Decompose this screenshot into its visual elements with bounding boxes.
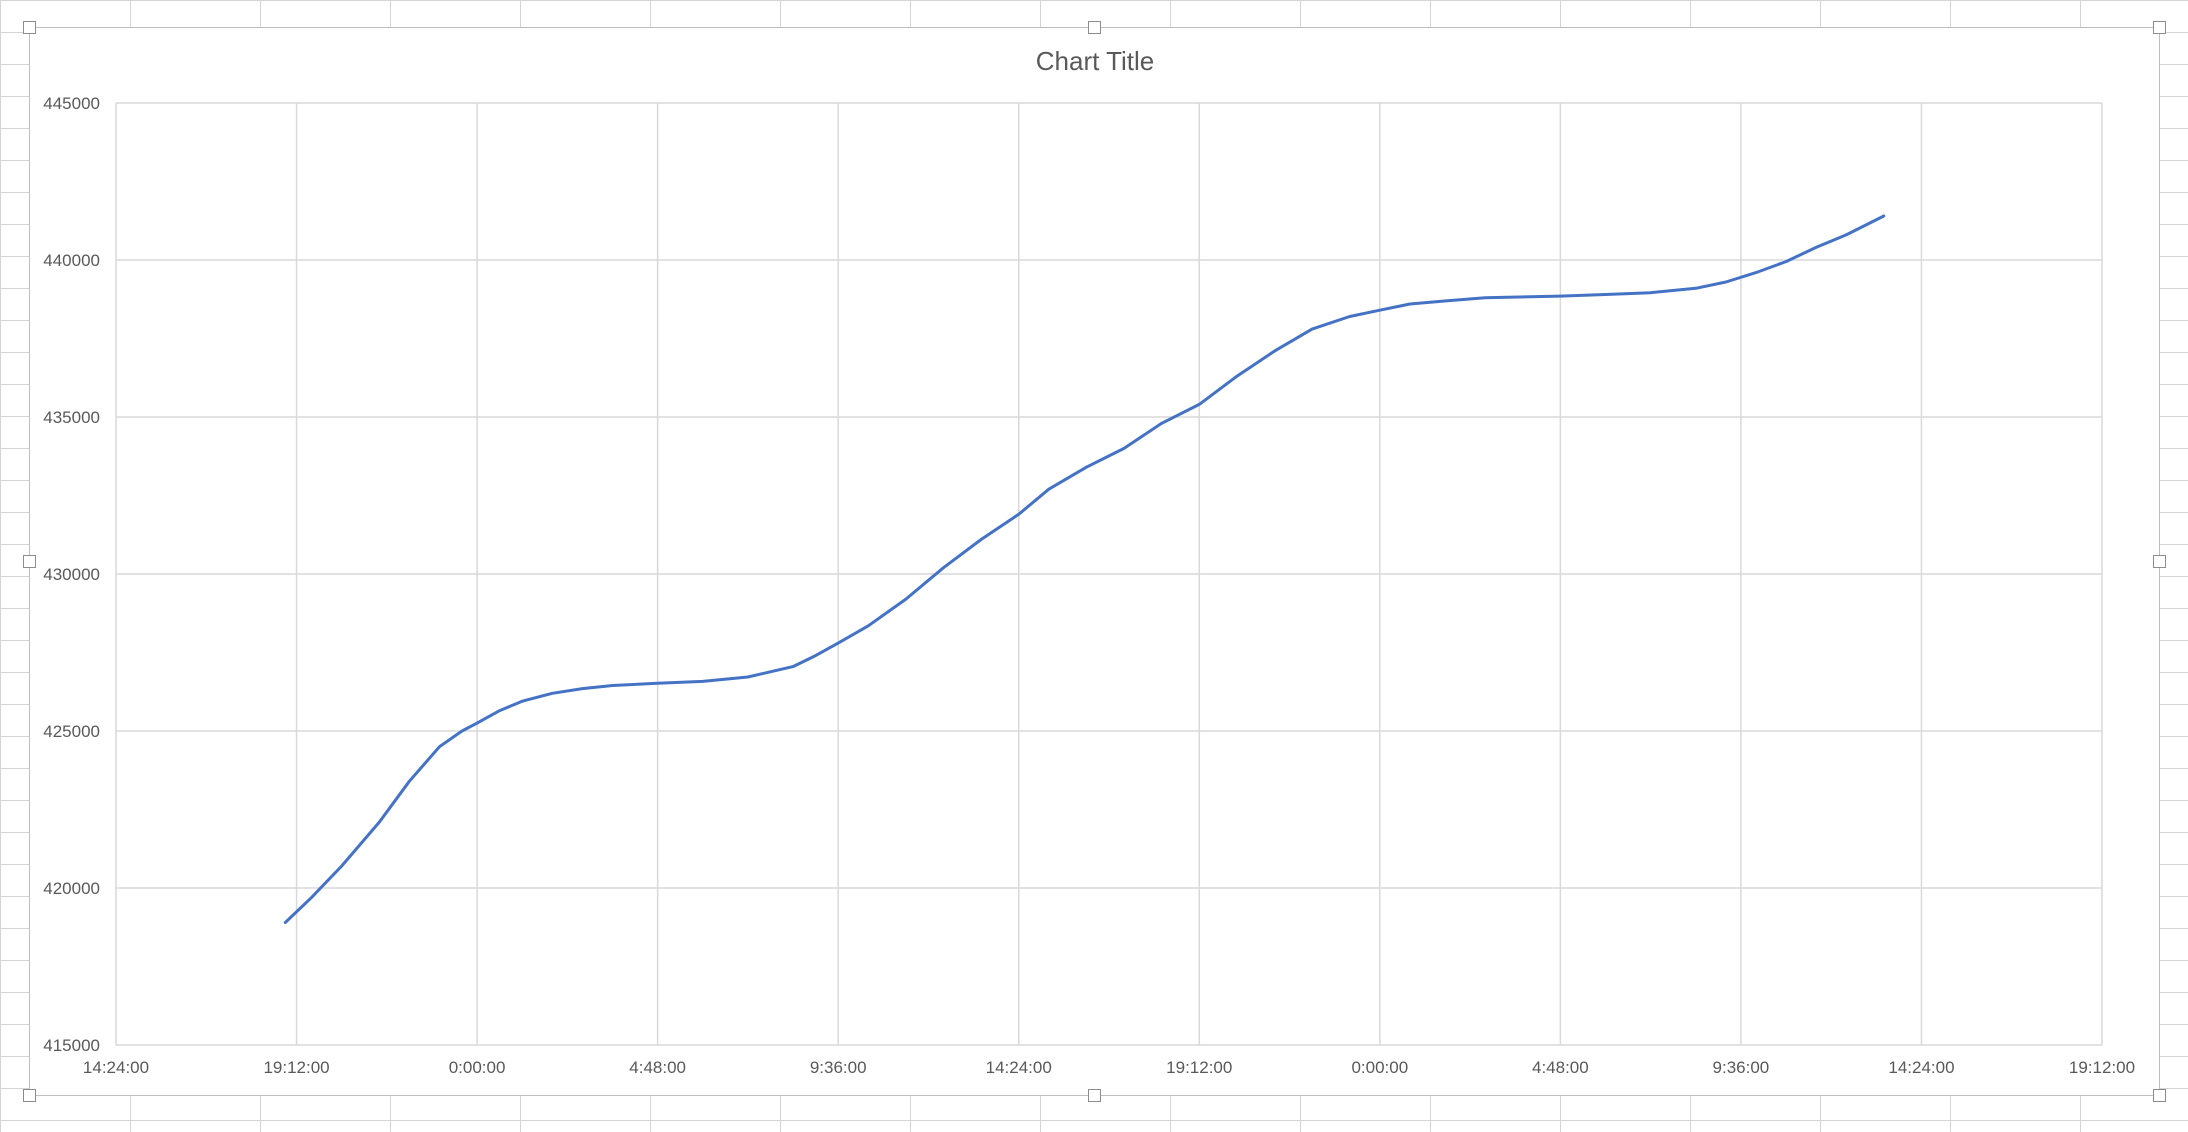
y-tick-label: 440000 [43,251,100,270]
x-tick-label: 4:48:00 [1532,1058,1589,1077]
resize-handle-top-right[interactable] [2153,21,2166,34]
resize-handle-middle-left[interactable] [23,555,36,568]
x-axis-labels: 14:24:00 19:12:00 0:00:00 4:48:00 9:36:00 14:… [83,1058,2135,1077]
x-tick-label: 19:12:00 [263,1058,329,1077]
resize-handle-top-center[interactable] [1088,21,1101,34]
x-tick-label: 19:12:00 [2069,1058,2135,1077]
resize-handle-top-left[interactable] [23,21,36,34]
resize-handle-bottom-center[interactable] [1088,1089,1101,1102]
y-tick-label: 435000 [43,408,100,427]
line-chart: Chart Title 415000 420000 425000 430000 4350… [43,46,2135,1077]
resize-handle-middle-right[interactable] [2153,555,2166,568]
y-tick-label: 420000 [43,879,100,898]
x-tick-label: 0:00:00 [449,1058,506,1077]
chart-area[interactable]: Chart Title 415000 420000 425000 430000 4350… [23,21,2166,1102]
y-tick-label: 430000 [43,565,100,584]
horizontal-gridlines [116,102,2102,1046]
resize-handle-bottom-right[interactable] [2153,1089,2166,1102]
resize-handle-bottom-left[interactable] [23,1089,36,1102]
x-tick-label: 9:36:00 [1713,1058,1770,1077]
y-tick-label: 445000 [43,94,100,113]
y-tick-label: 425000 [43,722,100,741]
x-tick-label: 0:00:00 [1351,1058,1408,1077]
x-tick-label: 4:48:00 [629,1058,686,1077]
y-tick-label: 415000 [43,1036,100,1055]
x-tick-label: 14:24:00 [1888,1058,1954,1077]
series-line[interactable] [283,214,1886,924]
chart-title: Chart Title [1036,46,1155,76]
x-tick-label: 14:24:00 [986,1058,1052,1077]
x-tick-label: 19:12:00 [1166,1058,1232,1077]
x-tick-label: 14:24:00 [83,1058,149,1077]
x-tick-label: 9:36:00 [810,1058,867,1077]
y-axis-labels: 415000 420000 425000 430000 435000 440000 4450… [43,94,100,1055]
